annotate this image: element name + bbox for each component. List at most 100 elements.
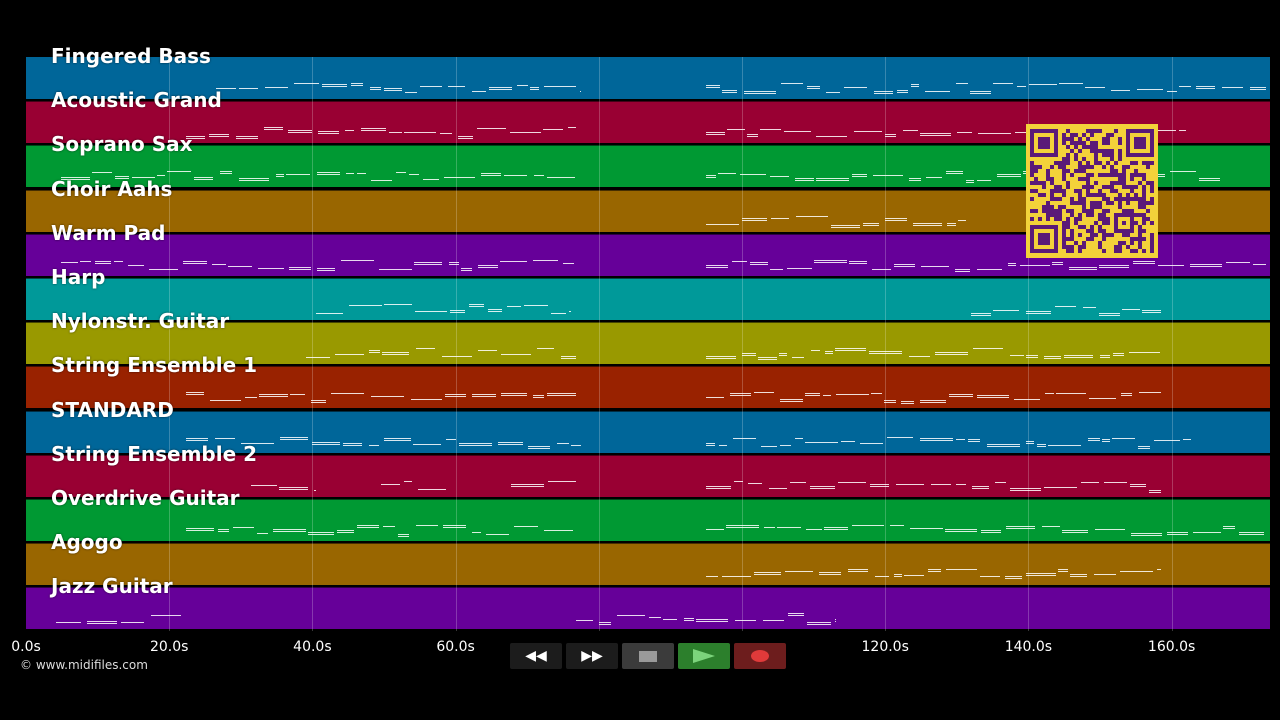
note bbox=[95, 262, 111, 264]
note bbox=[684, 618, 694, 620]
note bbox=[1167, 534, 1188, 535]
note bbox=[1196, 88, 1215, 89]
note bbox=[1044, 356, 1061, 358]
note bbox=[706, 442, 715, 444]
note bbox=[411, 399, 442, 401]
note bbox=[835, 621, 836, 623]
note bbox=[343, 442, 362, 444]
note bbox=[1250, 87, 1266, 88]
note bbox=[371, 396, 404, 398]
note bbox=[1142, 312, 1161, 313]
note bbox=[909, 180, 921, 182]
note bbox=[971, 315, 991, 316]
note bbox=[472, 396, 496, 398]
note bbox=[795, 178, 814, 180]
fast-forward-icon: ▶▶ bbox=[581, 648, 603, 664]
note bbox=[807, 622, 831, 624]
note bbox=[186, 392, 204, 394]
play-button[interactable] bbox=[678, 643, 730, 669]
note bbox=[87, 623, 117, 625]
note bbox=[771, 217, 789, 219]
note bbox=[810, 487, 835, 489]
note bbox=[233, 527, 254, 528]
note bbox=[947, 224, 956, 226]
note bbox=[1170, 171, 1196, 173]
note bbox=[1183, 438, 1191, 440]
note bbox=[183, 262, 207, 264]
note bbox=[258, 267, 284, 269]
note bbox=[987, 443, 1020, 445]
note bbox=[569, 311, 571, 312]
note bbox=[894, 574, 902, 576]
note bbox=[1008, 262, 1016, 264]
record-button[interactable] bbox=[734, 643, 786, 669]
note bbox=[742, 353, 756, 355]
note bbox=[414, 263, 442, 265]
note bbox=[869, 353, 902, 355]
note bbox=[617, 615, 645, 617]
note bbox=[1099, 266, 1129, 268]
note bbox=[459, 442, 492, 444]
note bbox=[186, 136, 205, 138]
note bbox=[770, 268, 783, 270]
note bbox=[993, 83, 1013, 84]
time-tick-label: 40.0s bbox=[293, 639, 332, 655]
fast-forward-button[interactable]: ▶▶ bbox=[566, 643, 618, 669]
note bbox=[286, 174, 310, 176]
note bbox=[696, 621, 728, 623]
note bbox=[371, 180, 392, 182]
note bbox=[489, 87, 512, 88]
note bbox=[115, 178, 129, 180]
note bbox=[1094, 574, 1116, 576]
note bbox=[811, 350, 820, 352]
note bbox=[420, 86, 442, 87]
note bbox=[548, 480, 576, 482]
note bbox=[788, 615, 804, 617]
note bbox=[1250, 89, 1266, 90]
note bbox=[1145, 130, 1176, 132]
gridline bbox=[169, 57, 171, 631]
note bbox=[361, 128, 386, 130]
note bbox=[311, 400, 326, 402]
note bbox=[722, 92, 737, 93]
note bbox=[236, 136, 258, 138]
note bbox=[449, 263, 459, 265]
note bbox=[1104, 481, 1127, 483]
note bbox=[823, 395, 831, 397]
note bbox=[1064, 355, 1093, 357]
note bbox=[706, 529, 724, 530]
note bbox=[887, 436, 913, 438]
note bbox=[1006, 526, 1035, 527]
note bbox=[784, 131, 811, 133]
note bbox=[735, 620, 756, 622]
note bbox=[149, 268, 178, 270]
rewind-button[interactable]: ◀◀ bbox=[510, 643, 562, 669]
track-label: String Ensemble 2 bbox=[51, 441, 258, 466]
stop-button[interactable] bbox=[622, 643, 674, 669]
note bbox=[1069, 266, 1097, 268]
note bbox=[351, 83, 363, 84]
note bbox=[706, 175, 716, 177]
note bbox=[279, 486, 308, 488]
note bbox=[290, 394, 305, 396]
note bbox=[1131, 535, 1162, 536]
time-tick-label: 120.0s bbox=[861, 639, 909, 655]
note bbox=[1058, 569, 1068, 571]
gridline bbox=[885, 57, 887, 631]
note bbox=[787, 267, 812, 269]
track-label: Harp bbox=[51, 265, 106, 289]
note bbox=[852, 525, 884, 526]
note bbox=[897, 92, 908, 93]
note bbox=[423, 179, 439, 181]
note bbox=[744, 91, 776, 92]
note bbox=[819, 574, 841, 576]
note bbox=[1059, 83, 1083, 84]
note bbox=[870, 485, 889, 487]
note bbox=[733, 437, 756, 439]
gridline bbox=[1028, 57, 1030, 631]
note bbox=[1122, 309, 1140, 310]
note bbox=[1179, 130, 1186, 132]
note bbox=[955, 268, 970, 270]
note bbox=[1026, 440, 1034, 442]
note bbox=[1154, 439, 1180, 441]
